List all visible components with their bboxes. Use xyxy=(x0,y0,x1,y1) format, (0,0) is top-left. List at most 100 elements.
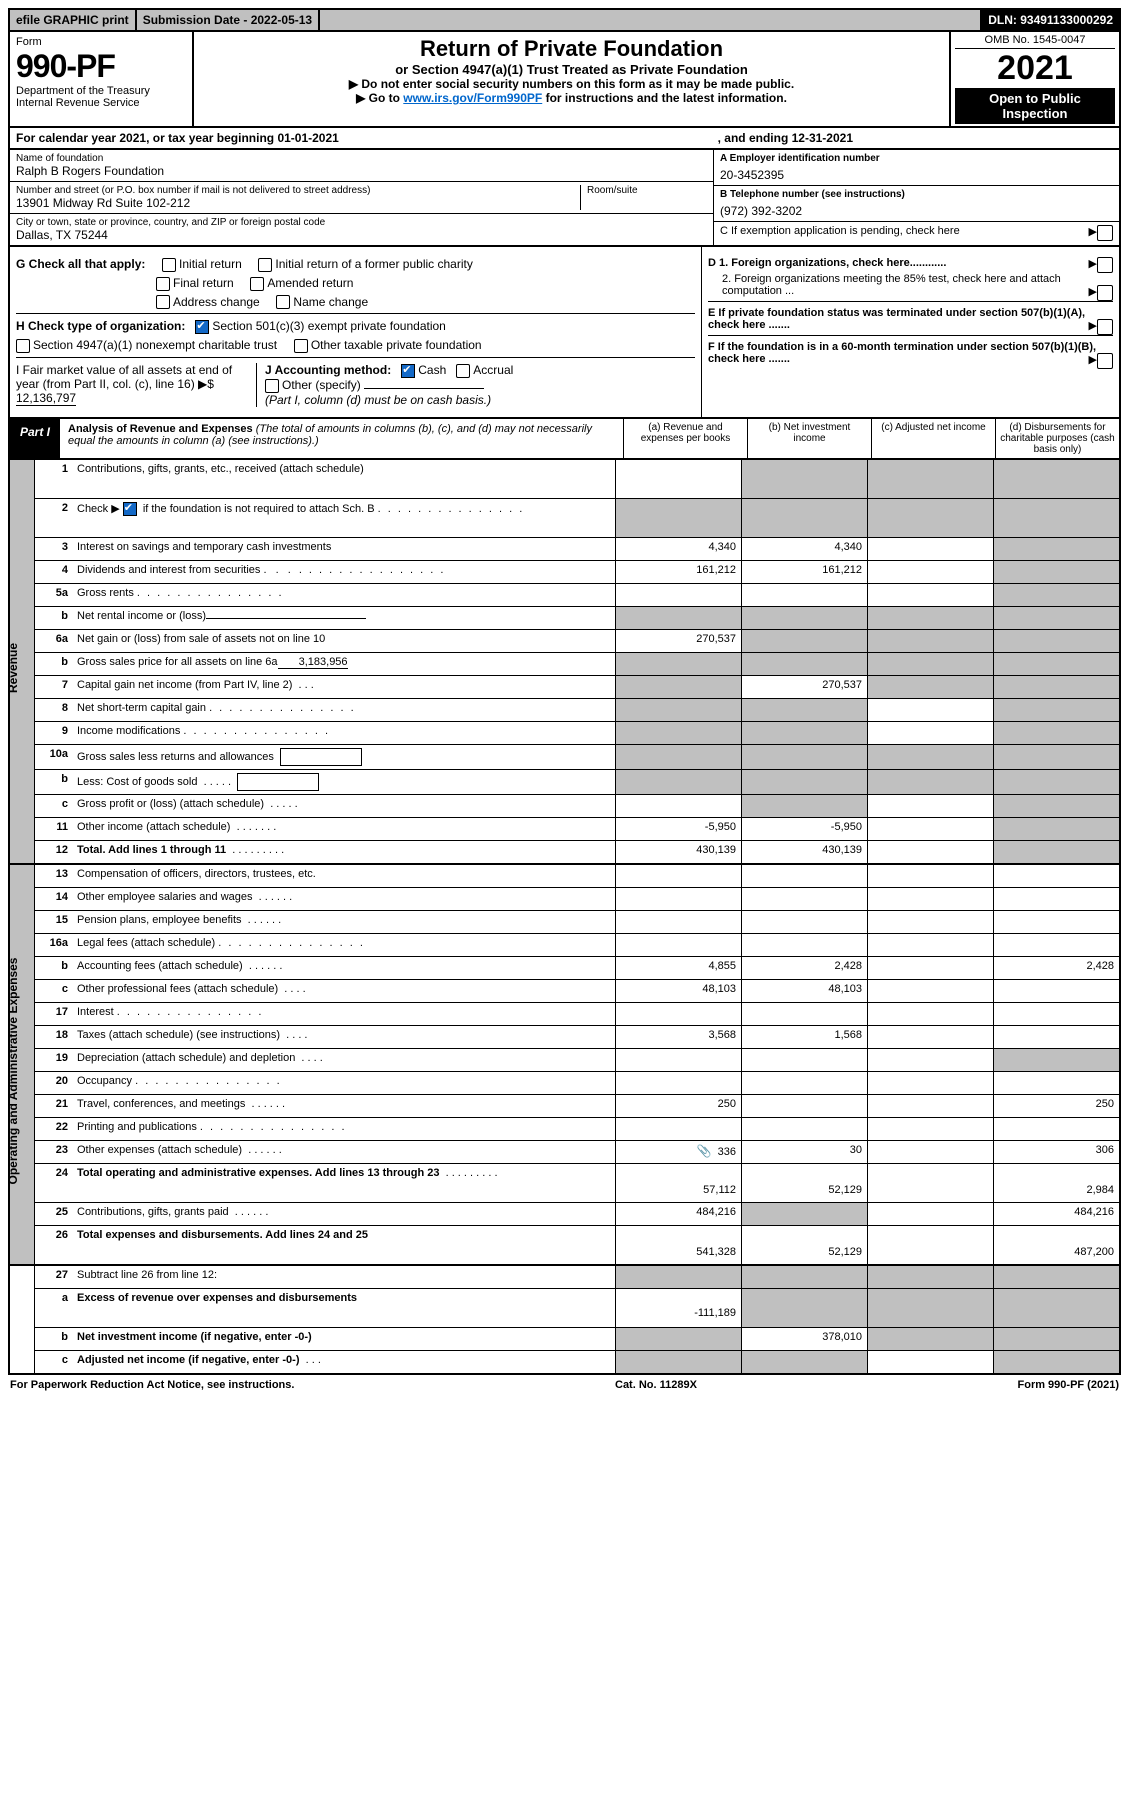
h3: Other taxable private foundation xyxy=(311,338,482,352)
other-method-check[interactable] xyxy=(265,379,279,393)
g4: Amended return xyxy=(267,276,353,290)
col-c-hdr: (c) Adjusted net income xyxy=(871,419,995,458)
h1: Section 501(c)(3) exempt private foundat… xyxy=(212,319,445,333)
open-public-badge: Open to Public Inspection xyxy=(955,88,1115,124)
row-10c: cGross profit or (loss) (attach schedule… xyxy=(35,795,1119,818)
room-label: Room/suite xyxy=(587,185,707,196)
pending-checkbox[interactable] xyxy=(1097,225,1113,241)
ein-row: A Employer identification number 20-3452… xyxy=(714,150,1119,186)
d2-check[interactable] xyxy=(1097,285,1113,301)
j-note: (Part I, column (d) must be on cash basi… xyxy=(265,393,491,407)
form-label: Form xyxy=(16,36,186,48)
topbar-spacer xyxy=(320,10,982,30)
part1-desc: Analysis of Revenue and Expenses (The to… xyxy=(60,419,623,458)
omb-number: OMB No. 1545-0047 xyxy=(955,34,1115,49)
row-16b: bAccounting fees (attach schedule) . . .… xyxy=(35,957,1119,980)
addr-label: Number and street (or P.O. box number if… xyxy=(16,185,580,196)
row-5a: 5aGross rents xyxy=(35,584,1119,607)
goto-pre: ▶ Go to xyxy=(356,91,403,105)
tax-year: 2021 xyxy=(955,49,1115,88)
g5: Address change xyxy=(173,295,260,309)
efile-label[interactable]: efile GRAPHIC print xyxy=(10,10,137,30)
d1-check[interactable] xyxy=(1097,257,1113,273)
j1: Cash xyxy=(418,363,446,377)
accrual-check[interactable] xyxy=(456,364,470,378)
calendar-year-line: For calendar year 2021, or tax year begi… xyxy=(8,128,1121,150)
row-15: 15Pension plans, employee benefits . . .… xyxy=(35,911,1119,934)
row-13: 13Compensation of officers, directors, t… xyxy=(35,865,1119,888)
g-line3: Address change Name change xyxy=(16,295,695,310)
4947-check[interactable] xyxy=(16,339,30,353)
cash-check[interactable] xyxy=(401,364,415,378)
final-return-check[interactable] xyxy=(156,277,170,291)
cal-begin: For calendar year 2021, or tax year begi… xyxy=(16,131,339,145)
check-section: G Check all that apply: Initial return I… xyxy=(8,247,1121,419)
g-label: G Check all that apply: xyxy=(16,257,145,271)
cat-no: Cat. No. 11289X xyxy=(615,1379,697,1391)
d1-label: D 1. Foreign organizations, check here..… xyxy=(708,257,946,269)
g3: Final return xyxy=(173,276,234,290)
dept-irs: Internal Revenue Service xyxy=(16,97,186,109)
f-check[interactable] xyxy=(1097,353,1113,369)
address-change-check[interactable] xyxy=(156,295,170,309)
dln-label: DLN: 93491133000292 xyxy=(982,10,1119,30)
name-change-check[interactable] xyxy=(276,295,290,309)
row-27b: bNet investment income (if negative, ent… xyxy=(35,1328,1119,1351)
top-bar: efile GRAPHIC print Submission Date - 20… xyxy=(8,8,1121,32)
d1-line: D 1. Foreign organizations, check here..… xyxy=(708,257,1113,269)
e-check[interactable] xyxy=(1097,319,1113,335)
h-label: H Check type of organization: xyxy=(16,319,185,333)
g2: Initial return of a former public charit… xyxy=(275,257,472,271)
page-footer: For Paperwork Reduction Act Notice, see … xyxy=(8,1375,1121,1395)
row-2: 2Check ▶ if the foundation is not requir… xyxy=(35,499,1119,538)
row-11: 11Other income (attach schedule) . . . .… xyxy=(35,818,1119,841)
city-row: City or town, state or province, country… xyxy=(10,214,713,245)
initial-public-check[interactable] xyxy=(258,258,272,272)
header-right: OMB No. 1545-0047 2021 Open to Public In… xyxy=(949,32,1119,126)
row-6a: 6aNet gain or (loss) from sale of assets… xyxy=(35,630,1119,653)
f-label: F If the foundation is in a 60-month ter… xyxy=(708,341,1096,365)
ij-line: I Fair market value of all assets at end… xyxy=(16,357,695,407)
j-label: J Accounting method: xyxy=(265,363,391,377)
row-3: 3Interest on savings and temporary cash … xyxy=(35,538,1119,561)
e-label: E If private foundation status was termi… xyxy=(708,307,1085,331)
row-16a: 16aLegal fees (attach schedule) xyxy=(35,934,1119,957)
amended-check[interactable] xyxy=(250,277,264,291)
row-12: 12Total. Add lines 1 through 11 . . . . … xyxy=(35,841,1119,863)
col-b-hdr: (b) Net investment income xyxy=(747,419,871,458)
col-d-hdr: (d) Disbursements for charitable purpose… xyxy=(995,419,1119,458)
phone-label: B Telephone number (see instructions) xyxy=(720,189,1113,200)
name-label: Name of foundation xyxy=(16,153,707,164)
form-subtitle: or Section 4947(a)(1) Trust Treated as P… xyxy=(200,62,943,77)
other-taxable-check[interactable] xyxy=(294,339,308,353)
row-19: 19Depreciation (attach schedule) and dep… xyxy=(35,1049,1119,1072)
row-16c: cOther professional fees (attach schedul… xyxy=(35,980,1119,1003)
goto-post: for instructions and the latest informat… xyxy=(542,91,787,105)
attach-icon[interactable] xyxy=(697,1146,712,1158)
line27-body: 27Subtract line 26 from line 12: aExcess… xyxy=(35,1266,1119,1373)
row-17: 17Interest xyxy=(35,1003,1119,1026)
line27-grid: 27Subtract line 26 from line 12: aExcess… xyxy=(8,1266,1121,1375)
row-24: 24Total operating and administrative exp… xyxy=(35,1164,1119,1203)
501c3-check[interactable] xyxy=(195,320,209,334)
initial-return-check[interactable] xyxy=(162,258,176,272)
row-14: 14Other employee salaries and wages . . … xyxy=(35,888,1119,911)
row-22: 22Printing and publications xyxy=(35,1118,1119,1141)
paperwork-notice: For Paperwork Reduction Act Notice, see … xyxy=(10,1379,294,1391)
checks-right: D 1. Foreign organizations, check here..… xyxy=(701,247,1119,417)
ssn-warning: ▶ Do not enter social security numbers o… xyxy=(200,77,943,91)
foundation-name-row: Name of foundation Ralph B Rogers Founda… xyxy=(10,150,713,182)
h-line: H Check type of organization: Section 50… xyxy=(16,313,695,334)
g-line: G Check all that apply: Initial return I… xyxy=(16,257,695,272)
fmv-value: 12,136,797 xyxy=(16,391,76,406)
entity-block: Name of foundation Ralph B Rogers Founda… xyxy=(8,150,1121,247)
revenue-body: 1Contributions, gifts, grants, etc., rec… xyxy=(35,460,1119,863)
j2: Accrual xyxy=(473,363,513,377)
instructions-link[interactable]: www.irs.gov/Form990PF xyxy=(403,91,542,105)
row-27: 27Subtract line 26 from line 12: xyxy=(35,1266,1119,1289)
entity-right: A Employer identification number 20-3452… xyxy=(713,150,1119,245)
line27-spacer xyxy=(10,1266,35,1373)
g1: Initial return xyxy=(179,257,242,271)
dept-treasury: Department of the Treasury xyxy=(16,85,186,97)
schb-check[interactable] xyxy=(123,502,137,516)
